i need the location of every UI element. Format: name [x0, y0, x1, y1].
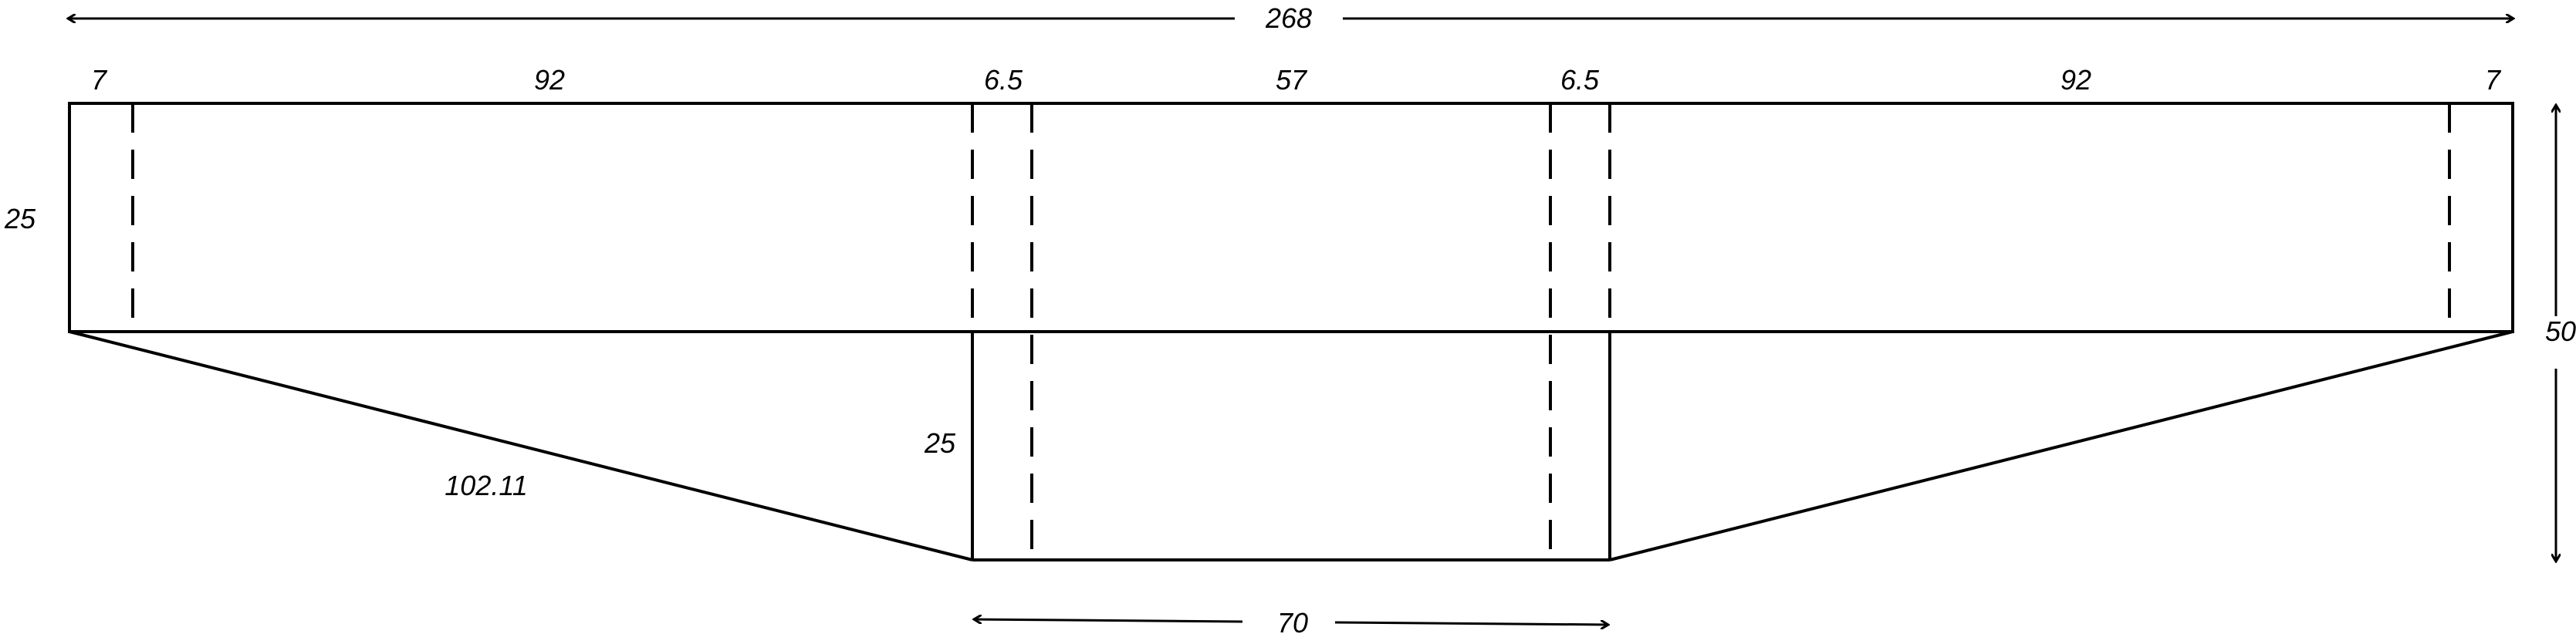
bottom-width-arrow-left — [974, 619, 1243, 622]
overall-height-label: 50 — [2545, 315, 2576, 347]
segment-label-7: 7 — [2485, 64, 2502, 96]
top-rectangle — [68, 102, 2514, 333]
segment-label-3: 6.5 — [984, 64, 1023, 96]
left-slant-edge — [69, 330, 973, 561]
bottom-width-label: 70 — [1277, 607, 1308, 639]
slant-length-label: 102.11 — [445, 470, 527, 501]
segment-label-2: 92 — [534, 64, 565, 96]
bottom-width-arrow-right — [1334, 622, 1608, 625]
segment-label-5: 6.5 — [1560, 64, 1600, 96]
lower-height-label: 25 — [924, 427, 956, 459]
overall-width-label: 268 — [1265, 2, 1312, 34]
right-slant-edge — [1609, 330, 2513, 561]
top-rect-height-label: 25 — [4, 203, 36, 234]
segment-label-1: 7 — [91, 64, 108, 96]
segment-label-6: 92 — [2060, 64, 2091, 96]
segment-label-4: 57 — [1276, 64, 1308, 96]
